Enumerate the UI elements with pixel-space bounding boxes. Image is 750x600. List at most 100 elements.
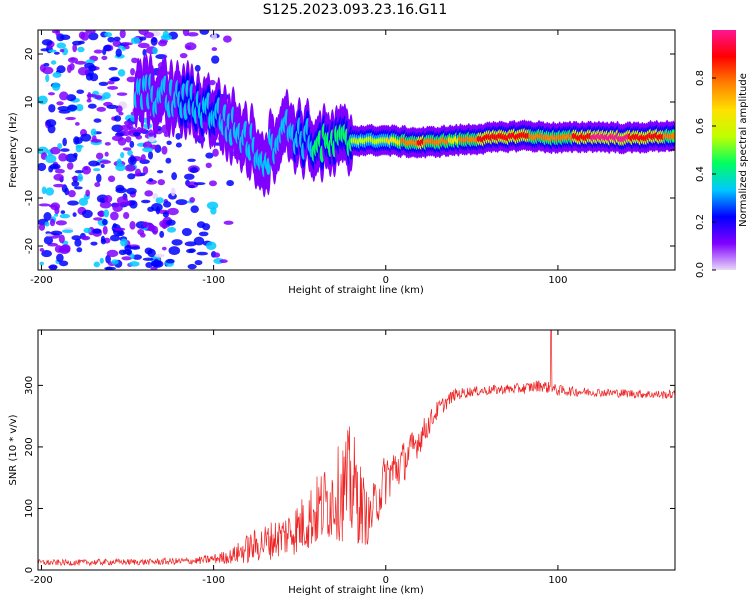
noise-blob — [67, 57, 79, 63]
noise-blob — [77, 67, 89, 76]
noise-blob — [74, 169, 84, 174]
noise-blob — [88, 32, 99, 41]
noise-blob — [101, 55, 108, 61]
noise-blob — [162, 30, 170, 39]
noise-blob — [175, 132, 182, 140]
noise-blob — [60, 210, 66, 215]
noise-blob — [212, 148, 219, 157]
noise-blob — [226, 180, 234, 187]
spectrogram-xtick-label: 100 — [548, 275, 567, 286]
noise-blob — [64, 187, 70, 196]
noise-blob — [123, 120, 133, 126]
noise-blob — [58, 153, 68, 162]
noise-blob — [94, 182, 101, 188]
noise-blob — [155, 206, 161, 215]
noise-blob — [205, 152, 214, 159]
noise-blob — [206, 201, 219, 210]
noise-blob — [162, 211, 170, 218]
noise-blob — [71, 235, 82, 241]
noise-blob — [103, 209, 110, 218]
noise-blob — [116, 92, 128, 96]
noise-blob — [78, 197, 89, 206]
noise-blob — [98, 210, 105, 218]
noise-blob — [49, 218, 56, 227]
noise-blob — [112, 203, 123, 212]
noise-blob — [144, 247, 153, 255]
noise-blob — [45, 119, 57, 127]
noise-blob — [48, 165, 54, 173]
noise-blob — [122, 147, 132, 151]
noise-blob — [90, 241, 98, 246]
noise-blob — [48, 204, 58, 208]
noise-blob — [93, 217, 103, 221]
noise-blob — [85, 59, 95, 64]
noise-blob — [167, 207, 179, 216]
noise-blob — [161, 246, 167, 251]
noise-blob — [67, 200, 79, 206]
snr-frame — [37, 329, 676, 571]
noise-blob — [165, 258, 175, 264]
noise-blob — [205, 241, 217, 251]
noise-blob — [168, 246, 181, 255]
noise-blob — [43, 212, 52, 221]
noise-blob — [193, 236, 205, 246]
noise-blob — [151, 225, 159, 235]
snr-axes: -200 -100 0 100 0 100 200 300 — [24, 330, 675, 586]
noise-blob — [132, 132, 141, 137]
noise-blob — [138, 128, 147, 134]
noise-blob — [57, 105, 70, 112]
noise-blob — [193, 182, 206, 186]
noise-blob — [72, 212, 77, 217]
noise-blob — [111, 124, 124, 133]
noise-blob — [50, 60, 57, 65]
snr-data — [38, 330, 675, 567]
noise-blob — [99, 201, 112, 209]
noise-blob — [130, 253, 135, 260]
noise-blob — [58, 234, 65, 244]
noise-blob — [187, 263, 197, 270]
noise-blob — [113, 115, 122, 122]
noise-blob — [104, 266, 116, 270]
noise-blob — [53, 51, 60, 55]
noise-blob — [45, 154, 57, 164]
noise-blob — [93, 118, 102, 123]
noise-blob — [80, 31, 90, 41]
noise-blob — [96, 173, 102, 183]
noise-blob — [52, 71, 62, 78]
colorbar-gradient — [712, 30, 736, 270]
noise-blob — [68, 190, 76, 198]
noise-blob — [74, 239, 82, 247]
noise-blob — [151, 260, 164, 268]
snr-ytick-label: 100 — [24, 499, 35, 518]
noise-blob — [43, 62, 50, 67]
noise-blob — [137, 42, 150, 49]
noise-blob — [115, 187, 127, 194]
noise-blob — [125, 136, 132, 143]
noise-blob — [55, 30, 61, 37]
noise-blob — [103, 44, 112, 52]
noise-blob — [38, 95, 48, 105]
noise-blob — [69, 62, 75, 71]
colorbar-tick-label: 0.0 — [695, 262, 706, 278]
noise-blob — [185, 45, 192, 50]
noise-blob — [54, 213, 59, 217]
noise-blob — [113, 36, 121, 42]
noise-blob — [104, 142, 111, 146]
noise-blob — [142, 166, 149, 175]
noise-blob — [65, 153, 78, 163]
spectrogram-xlabel: Height of straight line (km) — [288, 285, 424, 296]
noise-blob — [186, 248, 195, 254]
noise-blob — [53, 173, 64, 181]
noise-blob — [52, 165, 59, 169]
noise-blob — [96, 106, 107, 112]
noise-blob — [148, 129, 154, 137]
noise-blob — [57, 143, 63, 150]
ridge-cell — [670, 132, 675, 140]
figure-title: S125.2023.093.23.16.G11 — [263, 2, 448, 18]
noise-blob — [47, 124, 56, 134]
noise-blob — [167, 226, 177, 233]
noise-blob — [142, 257, 154, 261]
noise-blob — [104, 194, 113, 203]
noise-blob — [129, 140, 135, 148]
